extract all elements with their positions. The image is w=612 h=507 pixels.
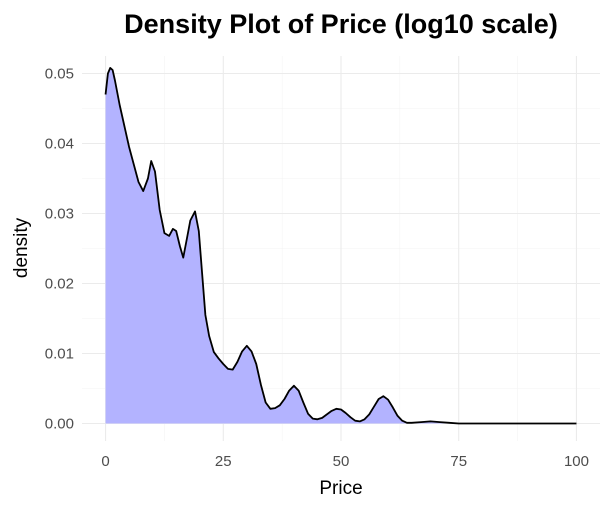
y-tick-label: 0.03 <box>45 206 74 223</box>
y-tick-label: 0.02 <box>45 276 74 293</box>
y-axis-title: density <box>11 217 32 278</box>
axes: 0 25 50 75 100 0.00 0.01 0.02 0.03 0.04 0.05 <box>45 66 589 471</box>
x-axis-title: Price <box>319 478 362 499</box>
x-tick-label: 50 <box>333 453 350 470</box>
y-tick-label: 0.04 <box>45 136 74 153</box>
x-tick-label: 25 <box>215 453 232 470</box>
plot-area <box>104 67 577 425</box>
x-tick-label: 75 <box>450 453 467 470</box>
x-tick-label: 100 <box>564 453 589 470</box>
y-tick-label: 0.00 <box>45 416 74 433</box>
density-line <box>104 67 577 425</box>
x-tick-label: 0 <box>101 453 109 470</box>
y-tick-label: 0.05 <box>45 66 74 83</box>
chart-title: Density Plot of Price (log10 scale) <box>124 9 558 39</box>
y-tick-label: 0.01 <box>45 346 74 363</box>
